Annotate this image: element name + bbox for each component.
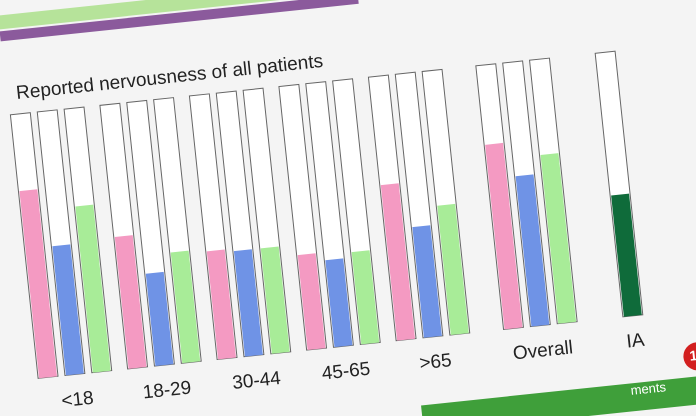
- footer: ments 12: [421, 342, 696, 416]
- bar: [75, 204, 111, 373]
- bar: [19, 189, 58, 379]
- bar: [515, 174, 550, 327]
- x-tick-label: 18-29: [142, 377, 193, 403]
- x-tick-label: >65: [418, 350, 452, 374]
- bar: [233, 249, 263, 357]
- deco-bar: [0, 0, 378, 30]
- bar: [485, 142, 523, 330]
- bar: [412, 225, 442, 338]
- plot: Reported nervousness of all patients <18…: [9, 50, 646, 412]
- footer-text: ments: [630, 379, 667, 398]
- bar: [351, 250, 380, 345]
- x-tick-label: 45-65: [321, 359, 372, 385]
- page-number: 12: [689, 346, 696, 364]
- bar: [170, 250, 201, 364]
- bar: [540, 153, 577, 324]
- bar: [437, 203, 469, 335]
- x-tick-label: IA: [625, 330, 645, 353]
- page-badge: [683, 342, 696, 371]
- deco-bar: [0, 0, 359, 42]
- top-decoration: [0, 0, 378, 42]
- bar: [297, 253, 326, 350]
- bar: [52, 244, 84, 376]
- bar: [260, 246, 290, 354]
- x-tick-label: <18: [60, 388, 94, 412]
- bar: [114, 235, 147, 369]
- bar: [380, 183, 416, 341]
- bar: [206, 249, 237, 360]
- x-tick-label: 30-44: [231, 368, 282, 394]
- bar: [611, 193, 642, 317]
- bar: [325, 258, 353, 348]
- bar: [145, 271, 174, 366]
- footer-banner: [421, 376, 696, 416]
